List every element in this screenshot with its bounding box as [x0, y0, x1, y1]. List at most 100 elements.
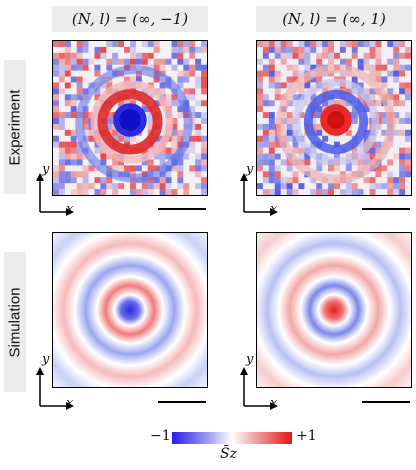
noise-pixel — [201, 64, 207, 71]
noise-pixel — [201, 189, 207, 195]
noise-pixel — [369, 183, 376, 190]
noise-pixel — [165, 94, 172, 101]
noise-pixel — [345, 88, 352, 95]
noise-pixel — [375, 70, 382, 77]
colorbar-gradient — [172, 432, 292, 444]
noise-pixel — [195, 64, 202, 71]
noise-pixel — [316, 159, 323, 166]
noise-pixel — [64, 112, 71, 118]
noise-pixel — [399, 147, 406, 154]
noise-pixel — [280, 159, 287, 166]
noise-pixel — [393, 177, 400, 184]
axes-indicator-sim-left — [32, 362, 76, 412]
noise-pixel — [53, 177, 59, 184]
noise-pixel — [399, 41, 406, 47]
noise-pixel — [310, 46, 317, 53]
noise-pixel — [298, 88, 305, 95]
noise-pixel — [165, 153, 172, 160]
noise-pixel — [405, 64, 411, 71]
noise-pixel — [53, 64, 59, 71]
noise-pixel — [262, 171, 269, 178]
noise-pixel — [70, 159, 77, 166]
row-label-experiment-text: Experiment — [6, 89, 24, 165]
noise-pixel — [76, 82, 83, 89]
noise-pixel — [82, 165, 89, 172]
noise-pixel — [280, 41, 287, 47]
noise-pixel — [405, 171, 411, 178]
noise-pixel — [405, 112, 411, 118]
noise-pixel — [106, 118, 113, 124]
colorbar — [172, 432, 292, 444]
noise-pixel — [147, 123, 154, 130]
noise-pixel — [58, 165, 65, 172]
noise-pixel — [286, 123, 293, 130]
noise-pixel — [106, 58, 113, 65]
noise-pixel — [316, 106, 323, 113]
noise-pixel — [58, 58, 65, 65]
noise-pixel — [274, 183, 281, 190]
noise-pixel — [124, 165, 130, 172]
noise-pixel — [177, 52, 184, 59]
noise-pixel — [399, 64, 406, 71]
noise-pixel — [257, 100, 263, 107]
noise-pixel — [195, 82, 202, 89]
noise-pixel — [195, 171, 202, 178]
noise-pixel — [100, 183, 107, 190]
noise-pixel — [262, 135, 269, 142]
noise-pixel — [262, 129, 269, 136]
noise-pixel — [177, 135, 184, 142]
noise-pixel — [328, 52, 334, 59]
noise-pixel — [268, 159, 275, 166]
noise-pixel — [375, 171, 382, 178]
noise-pixel — [141, 183, 148, 190]
noise-pixel — [70, 112, 77, 118]
noise-pixel — [310, 118, 317, 124]
scale-bar — [362, 401, 410, 403]
noise-pixel — [268, 147, 275, 154]
noise-pixel — [375, 147, 382, 154]
noise-pixel — [124, 135, 130, 142]
noise-pixel — [88, 135, 95, 142]
noise-pixel — [112, 58, 119, 65]
noise-pixel — [268, 153, 275, 160]
noise-pixel — [351, 41, 358, 47]
noise-pixel — [94, 147, 101, 154]
noise-pixel — [94, 94, 101, 101]
noise-pixel — [58, 147, 65, 154]
column-header-left: (N, l) = (∞, −1) — [52, 6, 208, 32]
noise-pixel — [286, 177, 293, 184]
column-header-right: (N, l) = (∞, 1) — [256, 6, 412, 32]
noise-pixel — [298, 52, 305, 59]
noise-pixel — [177, 171, 184, 178]
noise-pixel — [201, 82, 207, 89]
noise-pixel — [177, 129, 184, 136]
noise-pixel — [118, 165, 125, 172]
noise-pixel — [322, 189, 329, 195]
noise-pixel — [195, 129, 202, 136]
noise-pixel — [280, 58, 287, 65]
noise-pixel — [106, 177, 113, 184]
noise-pixel — [405, 82, 411, 89]
noise-pixel — [393, 94, 400, 101]
noise-pixel — [262, 52, 269, 59]
noise-pixel — [58, 171, 65, 178]
noise-pixel — [375, 41, 382, 47]
noise-pixel — [94, 177, 101, 184]
noise-pixel — [141, 88, 148, 95]
noise-pixel — [70, 147, 77, 154]
noise-pixel — [286, 41, 293, 47]
noise-pixel — [112, 183, 119, 190]
noise-pixel — [189, 112, 196, 118]
noise-pixel — [268, 112, 275, 118]
noise-pixel — [76, 159, 83, 166]
noise-pixel — [292, 64, 299, 71]
noise-pixel — [399, 159, 406, 166]
noise-pixel — [100, 177, 107, 184]
noise-pixel — [106, 123, 113, 130]
noise-pixel — [76, 183, 83, 190]
noise-pixel — [262, 100, 269, 107]
noise-pixel — [381, 118, 388, 124]
noise-pixel — [369, 64, 376, 71]
noise-pixel — [53, 123, 59, 130]
noise-pixel — [53, 135, 59, 142]
